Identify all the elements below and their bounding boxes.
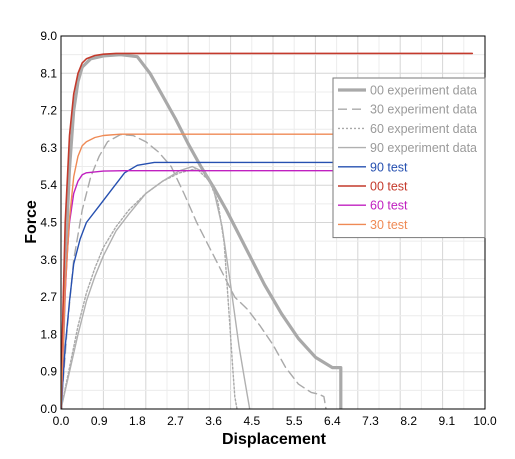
legend-entry-label: 60 experiment data: [370, 122, 477, 136]
x-axis-label: Displacement: [222, 431, 327, 448]
series-lines: [61, 52, 485, 409]
x-tick-label: 0.0: [53, 414, 70, 428]
y-axis-label: Force: [23, 200, 40, 244]
series-line-00-experiment-data: [61, 52, 343, 409]
y-tick-label: 0.9: [40, 365, 57, 379]
x-tick-label: 7.3: [362, 414, 379, 428]
y-tick-labels: 0.0 0.9 1.8 2.7 3.6 4.5 5.4 6.3 7.2 8.1 9.0: [40, 29, 57, 416]
series-line-30-experiment-data: [61, 133, 327, 409]
x-tick-label: 4.5: [243, 414, 260, 428]
y-tick-label: 0.0: [40, 402, 57, 416]
legend: 00 experiment data 30 experiment data 60 e…: [332, 77, 486, 239]
series-line-60-experiment-data: [61, 167, 238, 409]
legend-entry-label: 90 test: [370, 160, 408, 174]
x-tick-label: 6.4: [324, 414, 341, 428]
legend-entry-label: 90 experiment data: [370, 141, 477, 155]
y-tick-label: 5.4: [40, 178, 57, 192]
series-line-00-test: [61, 52, 474, 409]
series-line-30-test: [61, 133, 485, 409]
y-tick-label: 1.8: [40, 327, 57, 341]
y-tick-label: 6.3: [40, 141, 57, 155]
y-tick-label: 7.2: [40, 104, 57, 118]
legend-box: [332, 77, 486, 239]
x-tick-labels: 0.0 0.9 1.8 2.7 3.6 4.5 5.5 6.4 7.3 8.2 9.1 10.0: [53, 414, 497, 428]
y-tick-label: 4.5: [40, 216, 57, 230]
y-tick-label: 3.6: [40, 253, 57, 267]
legend-entry-label: 00 test: [370, 180, 408, 194]
y-tick-label: 9.0: [40, 29, 57, 43]
x-tick-label: 2.7: [167, 414, 184, 428]
x-tick-label: 5.5: [286, 414, 303, 428]
y-tick-label: 8.1: [40, 66, 57, 80]
x-tick-label: 10.0: [473, 414, 497, 428]
legend-entry-label: 60 test: [370, 199, 408, 213]
y-tick-label: 2.7: [40, 290, 57, 304]
x-tick-label: 8.2: [400, 414, 417, 428]
legend-entry-label: 30 experiment data: [370, 103, 477, 117]
legend-entry-label: 00 experiment data: [370, 84, 477, 98]
x-tick-label: 9.1: [438, 414, 455, 428]
x-tick-label: 3.6: [205, 414, 222, 428]
series-line-90-test: [61, 161, 485, 409]
series-line-90-experiment-data: [61, 165, 251, 409]
x-tick-label: 1.8: [129, 414, 146, 428]
legend-entry-label: 30 test: [370, 218, 408, 232]
x-tick-label: 0.9: [91, 414, 108, 428]
